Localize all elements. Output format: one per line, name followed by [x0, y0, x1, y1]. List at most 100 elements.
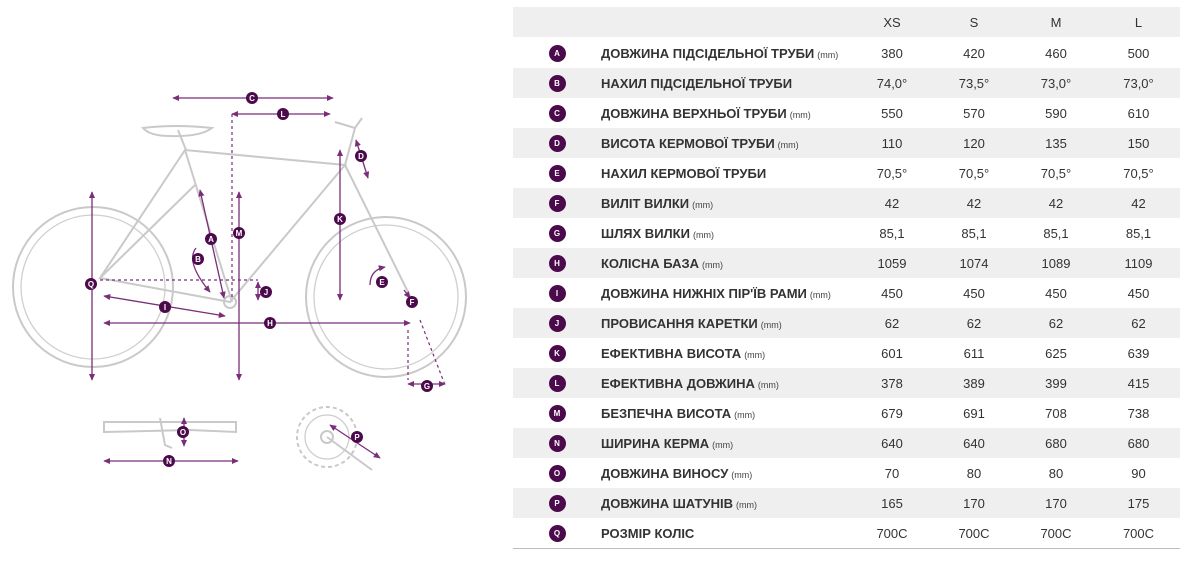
value-cell-xs: 85,1: [851, 218, 933, 248]
marker-circle: [334, 213, 346, 225]
table-row: D Висота кермової труби (mm) 110 120 135 150: [513, 128, 1180, 158]
value-cell-l: 42: [1097, 188, 1180, 218]
geometry-diagram: A B C D E F G H I J K L M N O P Q: [0, 0, 505, 561]
parameter-unit: (mm): [809, 289, 831, 300]
table-row: H Колісна база (mm) 1059 1074 1089 1109: [513, 248, 1180, 278]
parameter-unit: (mm): [702, 259, 724, 270]
letter-badge: D: [548, 134, 566, 152]
marker-label: K: [337, 215, 343, 224]
table-row: B Нахил підсідельної труби 74,0° 73,5° 73,0°…: [513, 68, 1180, 98]
parameter-name: Довжина нижніх пір'їв рами: [601, 285, 807, 301]
value-cell-l: 610: [1097, 98, 1180, 128]
value-cell-s: 85,1: [933, 218, 1015, 248]
value-cell-m: 460: [1015, 37, 1097, 68]
marker-d: D: [355, 150, 367, 162]
value-cell-s: 42: [933, 188, 1015, 218]
marker-b: B: [192, 253, 204, 265]
value-cell-xs: 62: [851, 308, 933, 338]
value-cell-xs: 42: [851, 188, 933, 218]
parameter-name: Шлях вилки: [601, 225, 690, 241]
marker-circle: [85, 278, 97, 290]
value-cell-l: 500: [1097, 37, 1180, 68]
row-badge-cell: M: [513, 398, 601, 428]
row-badge-cell: C: [513, 98, 601, 128]
parameter-unit: (mm): [777, 139, 799, 150]
value-cell-m: 680: [1015, 428, 1097, 458]
parameter-unit: (mm): [712, 439, 734, 450]
value-cell-s: 570: [933, 98, 1015, 128]
value-cell-m: 70,5°: [1015, 158, 1097, 188]
value-cell-m: 1089: [1015, 248, 1097, 278]
value-cell-s: 70,5°: [933, 158, 1015, 188]
marker-p: P: [351, 431, 363, 443]
letter-badge: F: [548, 194, 566, 212]
marker-circle: [159, 301, 171, 313]
crankset-detail: [296, 406, 381, 471]
parameter-unit: (mm): [757, 379, 779, 390]
marker-e: E: [376, 276, 388, 288]
value-cell-l: 90: [1097, 458, 1180, 488]
table-row: K Ефективна висота (mm) 601 611 625 639: [513, 338, 1180, 368]
value-cell-s: 611: [933, 338, 1015, 368]
value-cell-m: 450: [1015, 278, 1097, 308]
table-row: O Довжина виносу (mm) 70 80 80 90: [513, 458, 1180, 488]
marker-circle: [192, 253, 204, 265]
marker-circle: [355, 150, 367, 162]
dimension-markers: A B C D E F G H I J K L M N O P Q: [85, 92, 433, 467]
marker-label: C: [249, 94, 255, 103]
table-row: L Ефективна довжина (mm) 378 389 399 415: [513, 368, 1180, 398]
value-cell-s: 120: [933, 128, 1015, 158]
parameter-cell: Висота кермової труби (mm): [601, 128, 851, 158]
letter-badge: N: [548, 434, 566, 452]
parameter-unit: (mm): [731, 469, 753, 480]
value-cell-xs: 679: [851, 398, 933, 428]
row-badge-cell: K: [513, 338, 601, 368]
marker-label: L: [281, 110, 286, 119]
marker-label: I: [164, 303, 166, 312]
marker-circle: [177, 426, 189, 438]
row-badge-cell: I: [513, 278, 601, 308]
geometry-table: XS S M L A Довжина підсідельної труби (mm)…: [513, 7, 1180, 549]
marker-label: B: [195, 255, 201, 264]
parameter-name: Довжина шатунів: [601, 495, 733, 511]
marker-circle: [376, 276, 388, 288]
parameter-name: Довжина верхньої труби: [601, 105, 787, 121]
row-badge-cell: A: [513, 37, 601, 68]
marker-label: E: [379, 278, 385, 287]
letter-badge: G: [548, 224, 566, 242]
value-cell-l: 175: [1097, 488, 1180, 518]
parameter-name: Ефективна висота: [601, 345, 742, 361]
size-header-l: L: [1097, 7, 1180, 38]
value-cell-m: 170: [1015, 488, 1097, 518]
letter-badge: Q: [548, 524, 566, 542]
table-row: J Провисання каретки (mm) 62 62 62 62: [513, 308, 1180, 338]
row-badge-cell: L: [513, 368, 601, 398]
value-cell-s: 691: [933, 398, 1015, 428]
value-cell-l: 150: [1097, 128, 1180, 158]
value-cell-l: 85,1: [1097, 218, 1180, 248]
letter-badge: J: [548, 314, 566, 332]
row-badge-cell: J: [513, 308, 601, 338]
parameter-name: Довжина підсідельної труби: [601, 45, 815, 61]
parameter-unit: (mm): [692, 199, 714, 210]
marker-circle: [246, 92, 258, 104]
marker-h: H: [264, 317, 276, 329]
marker-n: N: [163, 455, 175, 467]
value-cell-m: 590: [1015, 98, 1097, 128]
value-cell-s: 1074: [933, 248, 1015, 278]
row-badge-cell: E: [513, 158, 601, 188]
table-row: A Довжина підсідельної труби (mm) 380 420 460…: [513, 37, 1180, 68]
value-cell-xs: 700C: [851, 518, 933, 549]
value-cell-l: 680: [1097, 428, 1180, 458]
value-cell-xs: 550: [851, 98, 933, 128]
marker-label: O: [180, 428, 186, 437]
value-cell-s: 700C: [933, 518, 1015, 549]
parameter-cell: Виліт вилки (mm): [601, 188, 851, 218]
row-badge-cell: B: [513, 68, 601, 98]
parameter-cell: Довжина виносу (mm): [601, 458, 851, 488]
value-cell-xs: 450: [851, 278, 933, 308]
row-badge-cell: G: [513, 218, 601, 248]
parameter-unit: (mm): [789, 109, 811, 120]
parameter-cell: Довжина підсідельної труби (mm): [601, 37, 851, 68]
parameter-cell: Провисання каретки (mm): [601, 308, 851, 338]
